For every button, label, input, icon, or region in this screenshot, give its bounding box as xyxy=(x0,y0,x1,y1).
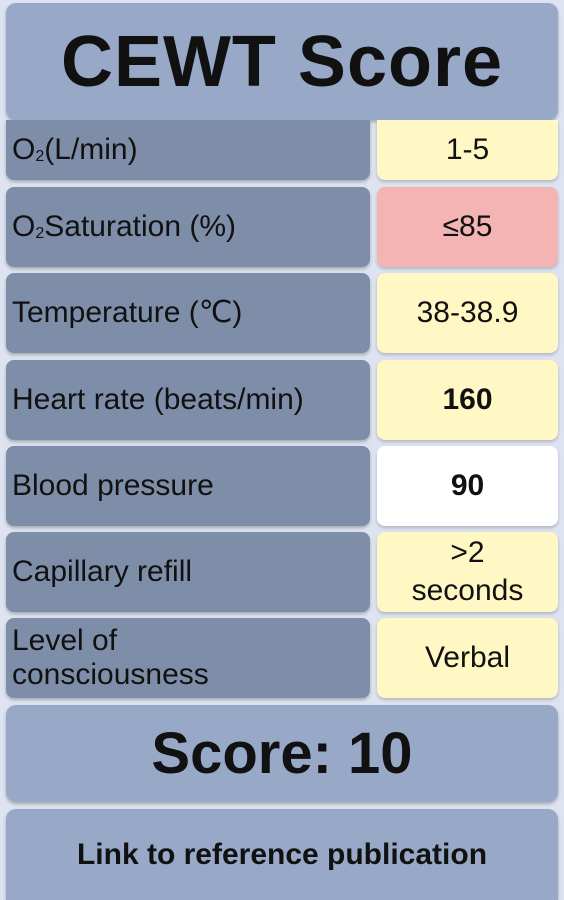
capillary-refill-value[interactable]: >2 seconds xyxy=(377,532,558,612)
row-consciousness: Level of consciousness Verbal xyxy=(6,618,558,698)
row-temperature: Temperature (℃) 38-38.9 xyxy=(6,273,558,353)
o2-flow-label-sub: 2 xyxy=(35,148,45,165)
score-text: Score: 10 xyxy=(151,721,413,786)
o2-flow-label-main: O xyxy=(12,133,36,166)
page-title: CEWT Score xyxy=(60,21,504,102)
o2-flow-label-rest: (L/min) xyxy=(44,133,138,166)
reference-link-button[interactable]: Link to reference publication xyxy=(6,809,558,900)
consciousness-label: Level of consciousness xyxy=(6,618,370,698)
row-heart-rate: Heart rate (beats/min) 160 xyxy=(6,360,558,440)
o2-saturation-label-rest: Saturation (%) xyxy=(44,210,236,243)
consciousness-value[interactable]: Verbal xyxy=(377,618,558,698)
blood-pressure-label: Blood pressure xyxy=(6,446,370,526)
blood-pressure-value[interactable]: 90 xyxy=(377,446,558,526)
heart-rate-label: Heart rate (beats/min) xyxy=(6,360,370,440)
score-panel: Score: 10 xyxy=(6,705,558,802)
o2-flow-value[interactable]: 1-5 xyxy=(377,120,558,180)
o2-saturation-label-main: O xyxy=(12,210,36,243)
temperature-value[interactable]: 38-38.9 xyxy=(377,273,558,353)
heart-rate-value[interactable]: 160 xyxy=(377,360,558,440)
capillary-refill-label: Capillary refill xyxy=(6,532,370,612)
o2-saturation-label-sub: 2 xyxy=(35,225,45,242)
row-blood-pressure: Blood pressure 90 xyxy=(6,446,558,526)
reference-link-label: Link to reference publication xyxy=(76,837,488,871)
row-capillary-refill: Capillary refill >2 seconds xyxy=(6,532,558,612)
o2-saturation-value[interactable]: ≤85 xyxy=(377,187,558,267)
title-bar: CEWT Score xyxy=(6,3,558,120)
temperature-label: Temperature (℃) xyxy=(6,273,370,353)
